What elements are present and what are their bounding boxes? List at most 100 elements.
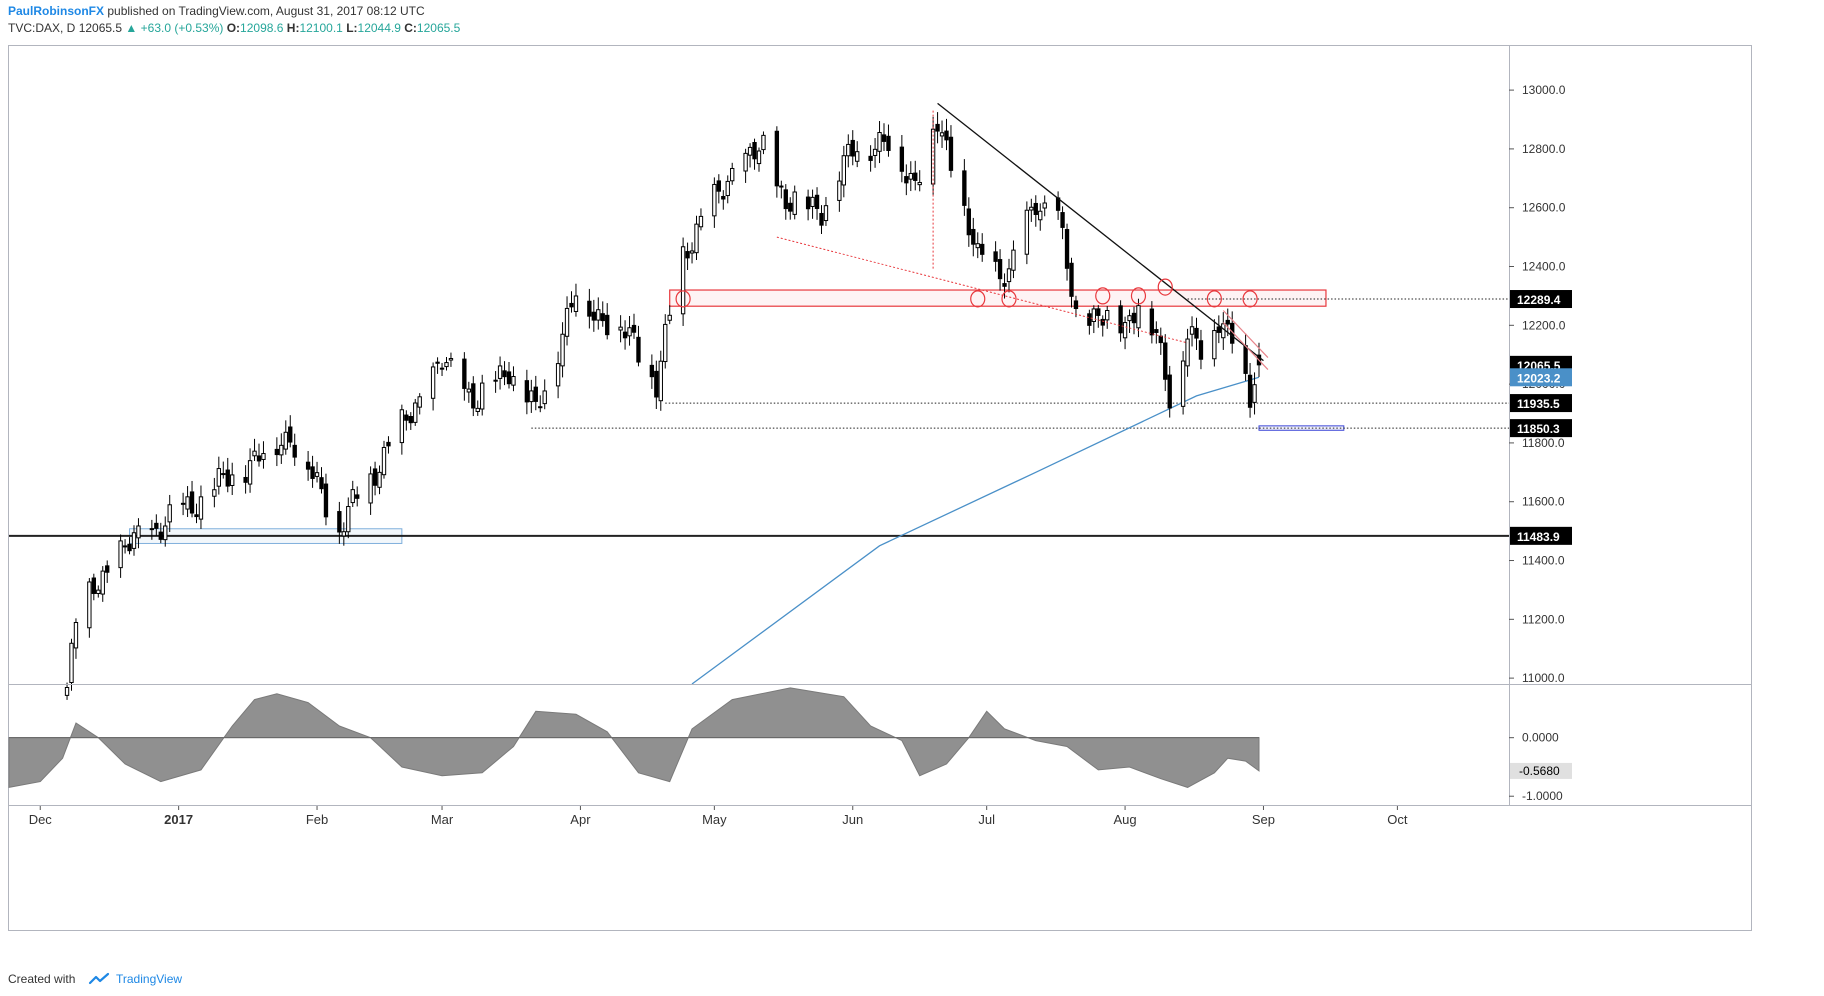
candle-down: [319, 477, 324, 490]
candle-down: [1118, 305, 1123, 334]
candle-down: [948, 136, 954, 171]
level-label: 11935.5: [1517, 397, 1560, 411]
candle-down: [1087, 313, 1092, 326]
candle-down: [899, 146, 905, 172]
price-tick-label: 11800.0: [1522, 436, 1565, 450]
time-tick-label: Mar: [431, 812, 454, 827]
price-change: ▲ +63.0 (+0.53%): [125, 21, 224, 35]
time-tick-label: Feb: [306, 812, 328, 827]
footer: Created with TradingView: [8, 968, 408, 992]
osc-last-label-bg: [1510, 762, 1572, 779]
dotted-trend-line: [776, 236, 1188, 344]
tradingview-brand-link[interactable]: TradingView: [116, 972, 183, 986]
candle-up: [167, 504, 172, 523]
candle-down: [1096, 308, 1101, 316]
candle-down: [591, 311, 596, 321]
candle-down: [127, 543, 132, 552]
candle-up: [73, 622, 79, 649]
candle-down: [1073, 300, 1079, 310]
candle-up: [560, 333, 565, 367]
candle-down: [774, 130, 780, 187]
time-tick-label: 2017: [164, 812, 193, 827]
candle-up: [939, 132, 945, 137]
candle-up: [230, 474, 235, 486]
candlesticks: [64, 112, 1262, 700]
candle-up: [399, 409, 405, 444]
candle-down: [1060, 212, 1065, 228]
candle-down: [122, 545, 128, 548]
candle-up: [1091, 308, 1096, 322]
candle-up: [1221, 323, 1226, 339]
candle-down: [180, 502, 186, 505]
candle-up: [1122, 322, 1128, 339]
time-tick-label: Jun: [842, 812, 863, 827]
high-label: H:: [286, 21, 300, 35]
candle-down: [966, 208, 971, 236]
candle-down: [819, 212, 824, 226]
candle-up: [136, 525, 141, 539]
price-tick-label: 11000.0: [1522, 671, 1565, 685]
candle-up: [689, 250, 695, 254]
candle-up: [221, 473, 226, 476]
price-tick-label: 12800.0: [1522, 142, 1566, 156]
ma-price-label-bg: [1510, 368, 1572, 387]
candle-up: [261, 453, 266, 460]
candle-up: [448, 358, 454, 361]
chart-header: PaulRobinsonFX published on TradingView.…: [0, 0, 1824, 40]
candle-up: [64, 687, 70, 696]
candle-down: [886, 135, 891, 151]
candle-down: [524, 380, 530, 403]
price-chart[interactable]: 11000.011200.011400.011600.011800.012000…: [8, 45, 1816, 963]
candle-up: [69, 642, 74, 684]
chart-area[interactable]: 11000.011200.011400.011600.011800.012000…: [8, 45, 1816, 963]
candle-up: [511, 376, 516, 386]
candle-up: [350, 489, 355, 504]
candle-up: [252, 450, 257, 457]
candle-down: [587, 300, 592, 317]
candle-down: [386, 441, 391, 447]
candle-down: [189, 491, 195, 514]
open-value: 12098.6: [240, 21, 284, 35]
candle-up: [1185, 338, 1190, 367]
candle-up: [1024, 209, 1030, 255]
level-label: 11483.9: [1517, 530, 1560, 544]
candle-up: [417, 396, 422, 408]
plot-frame: [8, 45, 1752, 931]
candle-down: [752, 142, 757, 160]
candle-down: [506, 371, 512, 385]
candle-up: [1042, 202, 1047, 209]
level-label-bg: [1510, 394, 1572, 413]
oscillator-pane: [8, 687, 1260, 789]
price-tick-label: 13000.0: [1522, 83, 1566, 97]
candle-down: [649, 364, 655, 378]
candle-up: [1006, 268, 1012, 283]
candle-up: [663, 323, 668, 363]
candle-down: [913, 172, 918, 181]
author-link[interactable]: PaulRobinsonFX: [8, 4, 104, 18]
touch-circle: [1206, 290, 1222, 308]
candle-down: [1243, 345, 1248, 374]
candle-up: [529, 390, 534, 403]
candle-down: [274, 448, 280, 456]
candle-down: [225, 469, 230, 487]
candle-down: [288, 426, 293, 443]
candle-up: [198, 496, 204, 520]
candle-up: [1180, 360, 1186, 407]
candle-down: [1064, 229, 1070, 269]
candle-up: [100, 570, 105, 595]
candle-down: [569, 302, 574, 308]
candle-down: [1167, 374, 1172, 409]
candle-down: [435, 361, 440, 364]
candle-down: [323, 483, 329, 518]
candle-down: [1163, 342, 1168, 380]
price-tick-label: 11400.0: [1522, 554, 1565, 568]
candle-down: [721, 195, 726, 200]
candle-up: [96, 589, 101, 594]
candle-down: [783, 189, 788, 210]
candle-down: [439, 367, 445, 370]
candle-up: [1105, 310, 1110, 321]
candle-up: [314, 472, 320, 477]
candle-down: [904, 176, 909, 184]
touch-circle: [1242, 290, 1258, 308]
candle-up: [149, 528, 155, 531]
